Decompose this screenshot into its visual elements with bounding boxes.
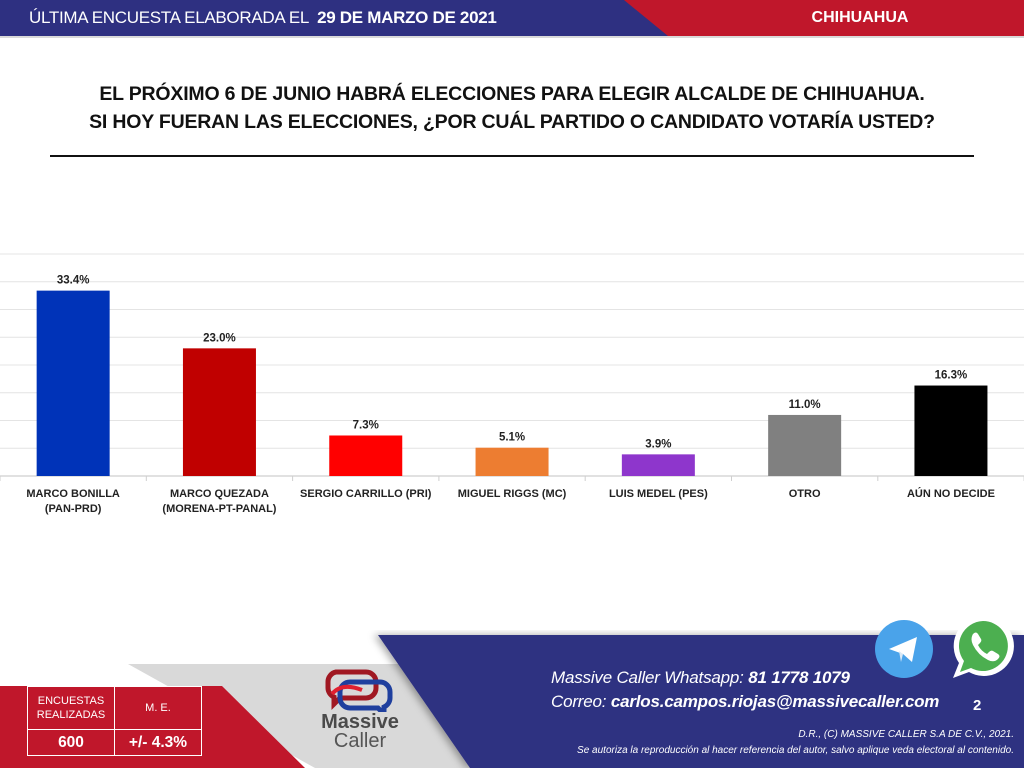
margin-error-value: +/- 4.3% bbox=[114, 729, 202, 756]
header-divider bbox=[0, 36, 1024, 38]
copyright-text: D.R., (C) MASSIVE CALLER S.A DE C.V., 20… bbox=[798, 729, 1014, 740]
bar bbox=[768, 414, 842, 476]
surveys-header: ENCUESTAS REALIZADAS bbox=[27, 686, 115, 730]
massive-caller-logo: Massive Caller bbox=[318, 668, 402, 758]
page-number: 2 bbox=[973, 697, 982, 714]
whatsapp-contact: Massive Caller Whatsapp: 81 1778 1079 bbox=[551, 668, 850, 688]
question-title: EL PRÓXIMO 6 DE JUNIO HABRÁ ELECCIONES P… bbox=[40, 80, 984, 136]
email-link[interactable]: carlos.campos.riojas@massivecaller.com bbox=[610, 692, 940, 711]
data-label: 11.0% bbox=[789, 399, 821, 411]
survey-date: 29 DE MARZO DE 2021 bbox=[317, 8, 497, 27]
title-underline bbox=[50, 155, 974, 157]
speech-bubbles-icon bbox=[325, 669, 393, 721]
whatsapp-icon[interactable] bbox=[947, 612, 1019, 684]
question-line-1: EL PRÓXIMO 6 DE JUNIO HABRÁ ELECCIONES P… bbox=[99, 83, 925, 105]
category-label: LUIS MEDEL (PES) bbox=[609, 488, 708, 500]
category-label: MARCO BONILLA bbox=[26, 488, 120, 500]
category-label: OTRO bbox=[789, 488, 821, 500]
survey-date-label: ÚLTIMA ENCUESTA ELABORADA EL 29 DE MARZO … bbox=[29, 8, 497, 28]
data-label: 5.1% bbox=[499, 432, 525, 444]
surveys-header-line-2: REALIZADAS bbox=[36, 709, 106, 721]
data-label: 33.4% bbox=[57, 275, 90, 287]
category-label: MIGUEL RIGGS (MC) bbox=[458, 488, 567, 500]
data-label: 7.3% bbox=[353, 419, 379, 431]
region-label: CHIHUAHUA bbox=[811, 9, 909, 26]
email-contact: Correo: carlos.campos.riojas@massivecall… bbox=[551, 692, 939, 712]
question-line-2: SI HOY FUERAN LAS ELECCIONES, ¿POR CUÁL … bbox=[89, 111, 935, 133]
bar bbox=[475, 447, 549, 476]
logo-text-massive: Massive bbox=[321, 711, 399, 733]
email-label: Correo: bbox=[551, 692, 607, 711]
bar bbox=[329, 435, 403, 476]
category-label: MARCO QUEZADA bbox=[170, 488, 269, 500]
whatsapp-label: Massive Caller Whatsapp: bbox=[551, 668, 744, 687]
category-label: (MORENA-PT-PANAL) bbox=[162, 503, 276, 515]
bar bbox=[36, 290, 110, 476]
reproduction-notice: Se autoriza la reproducción al hacer ref… bbox=[577, 745, 1014, 756]
survey-stats-table: ENCUESTAS REALIZADAS M. E. 600 +/- 4.3% bbox=[27, 686, 202, 756]
survey-prefix: ÚLTIMA ENCUESTA ELABORADA EL bbox=[29, 8, 310, 27]
category-label: SERGIO CARRILLO (PRI) bbox=[300, 488, 432, 500]
bar-chart: 33.4% MARCO BONILLA (PAN-PRD) 23.0% MARCO QU… bbox=[0, 253, 1024, 515]
data-label: 16.3% bbox=[935, 370, 968, 382]
surveys-header-line-1: ENCUESTAS bbox=[37, 695, 105, 707]
telegram-icon[interactable] bbox=[875, 620, 933, 678]
footer-navy-band bbox=[378, 635, 1024, 768]
category-label: AÚN NO DECIDE bbox=[907, 487, 995, 500]
header-region-band bbox=[624, 0, 1024, 36]
bar bbox=[621, 454, 695, 476]
bar bbox=[182, 348, 256, 476]
data-label: 3.9% bbox=[645, 438, 671, 450]
margin-error-header: M. E. bbox=[114, 686, 202, 730]
bar bbox=[914, 385, 988, 476]
logo-text-caller: Caller bbox=[333, 730, 387, 752]
category-label: (PAN-PRD) bbox=[45, 503, 102, 515]
surveys-value: 600 bbox=[27, 729, 115, 756]
data-label: 23.0% bbox=[203, 332, 236, 344]
whatsapp-number[interactable]: 81 1778 1079 bbox=[748, 668, 850, 687]
